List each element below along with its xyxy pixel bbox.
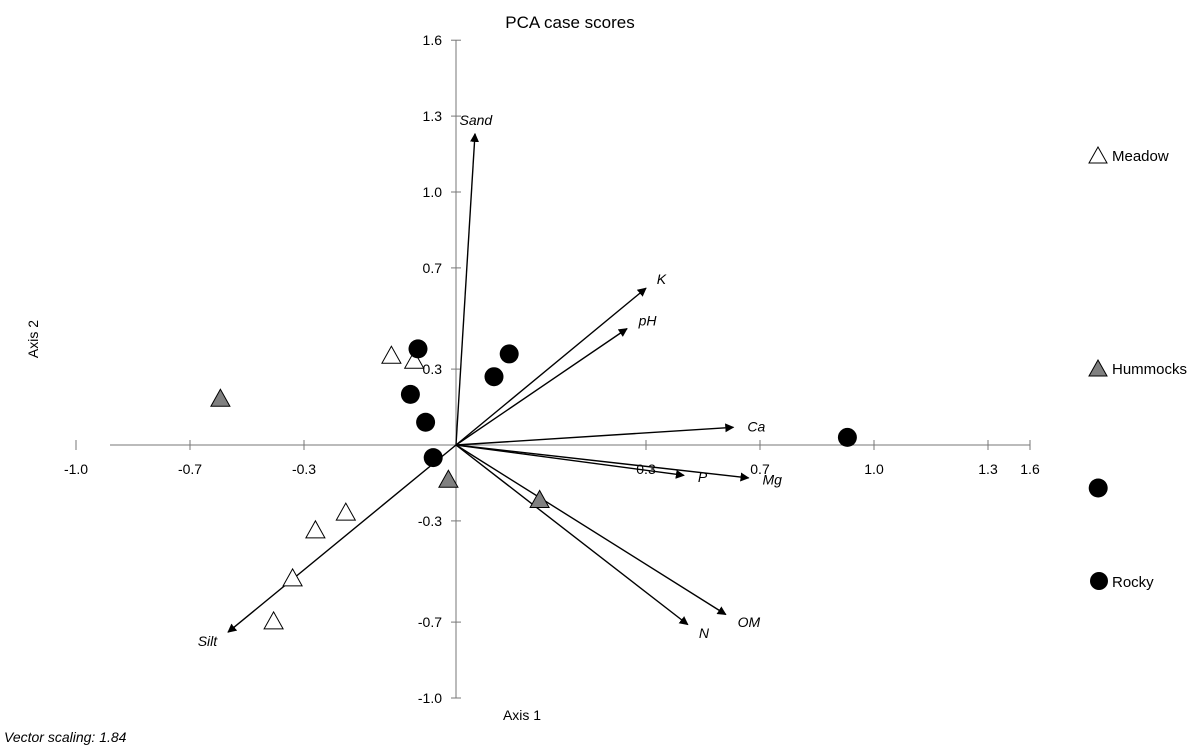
x-tick-label: -1.0: [64, 461, 88, 477]
point-hummocks: [438, 469, 459, 488]
vector-silt: [227, 444, 457, 633]
point-rocky: [499, 344, 519, 364]
point-meadow: [381, 345, 402, 364]
axes: -1.0 -0.7 -0.3 0.3 0.7 1.0 1.3 1.6 1.6 1.3 1.0 0.7 0…: [64, 32, 1040, 706]
point-meadow: [282, 567, 303, 587]
vector-om: [455, 444, 727, 616]
vector-label-k: K: [657, 271, 667, 287]
vector-p: [455, 444, 685, 479]
vector-label-n: N: [699, 625, 710, 641]
vector-ca: [455, 423, 735, 446]
vector-layer: Sand KpH Ca P Mg OM N Silt: [198, 112, 782, 649]
legend-label-hummocks: Hummocks: [1112, 361, 1187, 378]
y-tick-label: -0.3: [418, 513, 442, 529]
vector-label-om: OM: [738, 614, 761, 630]
vector-label-p: P: [698, 469, 708, 485]
x-tick-label: 0.3: [636, 461, 656, 477]
x-tick-label: 1.6: [1020, 461, 1040, 477]
point-rocky: [400, 384, 420, 404]
y-tick-label: -0.7: [418, 614, 442, 630]
point-hummocks: [529, 489, 550, 508]
vector-mg: [455, 444, 750, 482]
y-tick-label: 1.3: [423, 108, 443, 124]
legend-label-rocky: Rocky: [1112, 574, 1154, 591]
point-meadow: [305, 519, 326, 539]
legend-marker-hummocks: [1088, 358, 1108, 377]
legend-label-meadow: Meadow: [1112, 148, 1169, 165]
point-meadow: [335, 502, 357, 521]
point-rocky: [484, 367, 504, 387]
x-tick-label: -0.3: [292, 461, 316, 477]
y-tick-label: 1.0: [423, 184, 443, 200]
x-tick-label: 0.7: [750, 461, 770, 477]
legend: Meadow Hummocks Rocky: [1088, 145, 1187, 591]
vector-ph: [455, 328, 628, 446]
point-rocky: [1088, 478, 1108, 498]
x-tick-label: -0.7: [178, 461, 202, 477]
y-tick-label: -1.0: [418, 690, 442, 706]
point-rocky: [423, 448, 443, 468]
vector-label-ca: Ca: [747, 418, 765, 434]
point-meadow: [403, 350, 425, 369]
vector-scaling-note: Vector scaling: 1.84: [4, 729, 127, 745]
vector-label-silt: Silt: [198, 633, 219, 649]
point-rocky: [416, 412, 436, 432]
points-layer: [210, 339, 1108, 630]
x-tick-label: 1.3: [978, 461, 998, 477]
vector-label-ph: pH: [638, 313, 658, 329]
point-rocky: [408, 339, 428, 359]
x-tick-label: 1.0: [864, 461, 884, 477]
legend-item-meadow: Meadow: [1088, 145, 1169, 165]
point-meadow: [263, 610, 284, 630]
vector-label-mg: Mg: [763, 471, 783, 487]
legend-item-hummocks: Hummocks: [1088, 358, 1187, 378]
legend-item-rocky: Rocky: [1090, 572, 1154, 591]
vector-label-sand: Sand: [460, 112, 494, 128]
y-tick-label: 0.3: [423, 361, 443, 377]
point-rocky: [837, 427, 857, 447]
legend-marker-rocky: [1090, 572, 1108, 590]
chart-title: PCA case scores: [505, 13, 634, 32]
x-axis-title: Axis 1: [503, 707, 541, 723]
legend-marker-meadow: [1088, 145, 1108, 164]
vector-n: [455, 444, 689, 626]
y-tick-label: 0.7: [423, 260, 443, 276]
vector-k: [455, 287, 647, 446]
y-tick-label: 1.6: [423, 32, 443, 48]
y-axis-title: Axis 2: [25, 320, 41, 358]
vector-sand: [455, 132, 479, 446]
point-hummocks: [210, 388, 231, 407]
